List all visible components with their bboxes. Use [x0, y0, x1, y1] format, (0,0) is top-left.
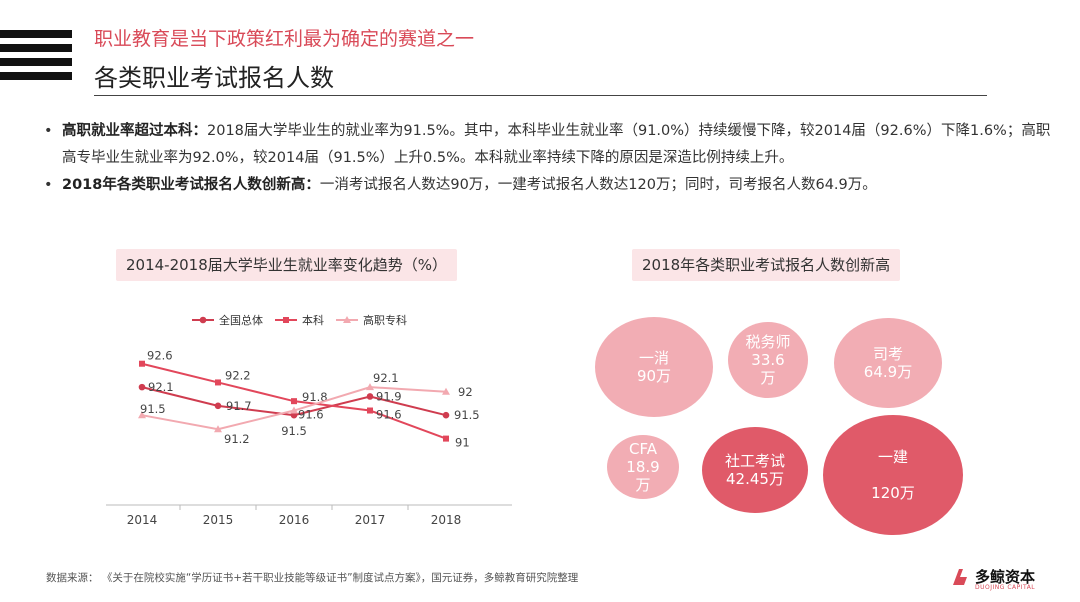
data-label-1-0: 92.6 [147, 349, 173, 363]
bubble-judicial-exam-label: 司考 64.9万 [863, 345, 913, 381]
data-label-0-0: 92.1 [148, 380, 174, 394]
bubble-cfa: CFA 18.9 万 [607, 435, 679, 499]
data-point-0-4 [442, 411, 450, 419]
data-point-1-4 [443, 435, 449, 442]
x-tick-label: 2015 [203, 513, 234, 527]
x-tick-label: 2014 [127, 513, 158, 527]
data-point-1-2 [291, 398, 297, 405]
bullet-exam-registrations: • 2018年各类职业考试报名人数创新高：一消考试报名人数达90万，一建考试报名… [44, 172, 1059, 199]
bullet-text: 一消考试报名人数达90万，一建考试报名人数达120万；同时，司考报名人数64.9… [319, 177, 877, 193]
data-point-0-3 [366, 393, 374, 400]
x-tick-label: 2017 [355, 513, 386, 527]
whale-logo-icon [953, 569, 967, 585]
legend-label-0: 全国总体 [219, 313, 263, 327]
data-point-0-1 [214, 402, 222, 410]
bullet-heading: 高职就业率超过本科： [62, 123, 207, 139]
data-label-2-2: 91.6 [298, 408, 324, 422]
bubble-yixiao-label: 一消 90万 [636, 349, 672, 385]
employment-rate-line-chart: 全国总体 本科 高职专科 2014 2015 2016 2017 2018 92.1 91.7 91… [106, 313, 512, 527]
data-label-2-0: 91.5 [140, 402, 166, 416]
bullet-employment-rate: • 高职就业率超过本科：2018届大学毕业生的就业率为91.5%。其中，本科毕业… [44, 118, 1059, 172]
bubble-yijian: 一建 120万 [823, 415, 963, 535]
legend-marker-0 [199, 316, 207, 324]
bubble-social-work-label: 社工考试 42.45万 [724, 452, 785, 488]
data-point-1-0 [139, 360, 145, 367]
data-label-2-1: 91.2 [224, 432, 250, 446]
data-label-1-3: 91.6 [376, 408, 402, 422]
bubble-yixiao: 一消 90万 [595, 317, 713, 417]
data-label-0-1: 91.7 [226, 399, 252, 413]
data-label-1-1: 92.2 [225, 368, 251, 382]
data-label-1-4: 91 [455, 436, 470, 450]
legend-marker-1 [283, 317, 289, 323]
page-title: 各类职业考试报名人数 [94, 64, 334, 92]
legend-marker-2 [343, 316, 351, 323]
header-stripes-decoration [0, 30, 72, 86]
logo-name: 多鲸资本 [975, 568, 1036, 586]
legend-label-1: 本科 [302, 313, 324, 327]
bullet-marker: • [44, 123, 53, 139]
bullet-list: • 高职就业率超过本科：2018届大学毕业生的就业率为91.5%。其中，本科毕业… [44, 118, 1059, 199]
brand-logo: 多鲸资本 DUOJING CAPITAL [951, 565, 1041, 591]
data-point-0-0 [138, 383, 146, 391]
data-point-0-2 [290, 411, 298, 419]
bubble-tax-advisor-label: 税务师 33.6 万 [745, 333, 791, 387]
x-tick-label: 2018 [431, 513, 462, 527]
data-label-1-2: 91.8 [302, 390, 328, 404]
bullet-marker: • [44, 177, 53, 193]
data-point-1-1 [215, 379, 221, 386]
bubble-social-work: 社工考试 42.45万 [702, 427, 808, 513]
x-tick-label: 2016 [279, 513, 310, 527]
data-point-2-0 [138, 411, 146, 419]
title-divider [94, 95, 987, 96]
data-label-0-2: 91.5 [281, 424, 307, 438]
line-chart-title: 2014-2018届大学毕业生就业率变化趋势（%） [116, 249, 458, 281]
data-label-2-4: 92 [458, 385, 473, 399]
data-point-2-2 [290, 406, 298, 414]
logo-subtitle: DUOJING CAPITAL [975, 584, 1036, 591]
bubble-tax-advisor: 税务师 33.6 万 [728, 322, 808, 398]
bubble-chart-title: 2018年各类职业考试报名人数创新高 [632, 249, 901, 281]
data-source-footnote: 数据来源： 《关于在院校实施“学历证书+若干职业技能等级证书”制度试点方案》，国… [46, 572, 579, 584]
data-label-0-3: 91.9 [376, 389, 402, 403]
bubble-cfa-label: CFA 18.9 万 [626, 440, 660, 494]
data-point-2-3 [366, 383, 374, 391]
bubble-judicial-exam: 司考 64.9万 [834, 318, 942, 408]
page-subtitle: 职业教育是当下政策红利最为确定的赛道之一 [94, 28, 475, 50]
legend-label-2: 高职专科 [363, 313, 407, 327]
bullet-text: 2018届大学毕业生的就业率为91.5%。其中，本科毕业生就业率（91.0%）持… [62, 123, 1051, 166]
data-label-2-3: 92.1 [373, 371, 399, 385]
data-point-1-3 [367, 407, 373, 414]
data-label-0-4: 91.5 [454, 408, 480, 422]
data-point-2-1 [214, 425, 222, 433]
data-point-2-4 [442, 387, 450, 395]
bubble-yijian-label: 一建 120万 [871, 448, 915, 502]
bullet-heading: 2018年各类职业考试报名人数创新高： [62, 177, 320, 193]
